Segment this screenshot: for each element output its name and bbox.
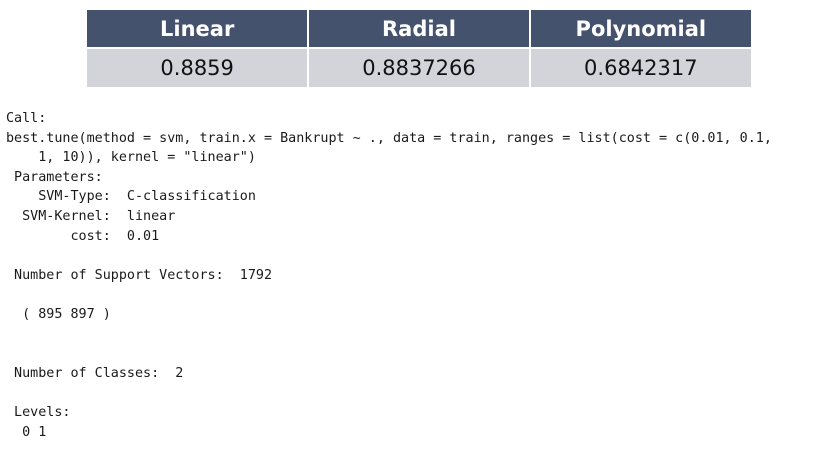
- table-header-row: Linear Radial Polynomial: [87, 10, 751, 49]
- value-polynomial: 0.6842317: [529, 48, 751, 87]
- console-line-call-1: best.tune(method = svm, train.x = Bankru…: [6, 130, 772, 146]
- console-line-levels: 0 1: [6, 424, 47, 440]
- console-line-cost: cost: 0.01: [6, 228, 160, 244]
- console-line-blank: [6, 285, 772, 305]
- console-line-svm-kernel: SVM-Kernel: linear: [6, 208, 176, 224]
- console-line-svm-type: SVM-Type: C-classification: [6, 189, 256, 205]
- value-radial: 0.8837266: [308, 48, 531, 87]
- console-line-number-of-classes: Number of Classes: 2: [6, 365, 184, 381]
- console-line-call-label: Call:: [6, 111, 47, 126]
- table-row: 0.8859 0.8837266 0.6842317: [87, 48, 751, 87]
- console-line-support-vectors: Number of Support Vectors: 1792: [6, 267, 273, 283]
- console-line-blank: [6, 325, 772, 345]
- r-console-output: Call: best.tune(method = svm, train.x = …: [6, 109, 772, 442]
- console-line-levels-label: Levels:: [6, 404, 71, 420]
- header-linear: Linear: [87, 10, 310, 49]
- console-line-call-2: 1, 10)), kernel = "linear"): [6, 150, 256, 166]
- header-polynomial: Polynomial: [529, 10, 751, 49]
- console-line-blank: [6, 246, 772, 266]
- console-line-class-counts: ( 895 897 ): [6, 306, 111, 322]
- value-linear: 0.8859: [87, 48, 310, 87]
- console-line-blank: [6, 344, 772, 364]
- console-line-blank: [6, 383, 772, 403]
- kernel-accuracy-table: Linear Radial Polynomial 0.8859 0.883726…: [87, 10, 751, 87]
- console-line-parameters: Parameters:: [6, 169, 103, 185]
- header-radial: Radial: [308, 10, 531, 49]
